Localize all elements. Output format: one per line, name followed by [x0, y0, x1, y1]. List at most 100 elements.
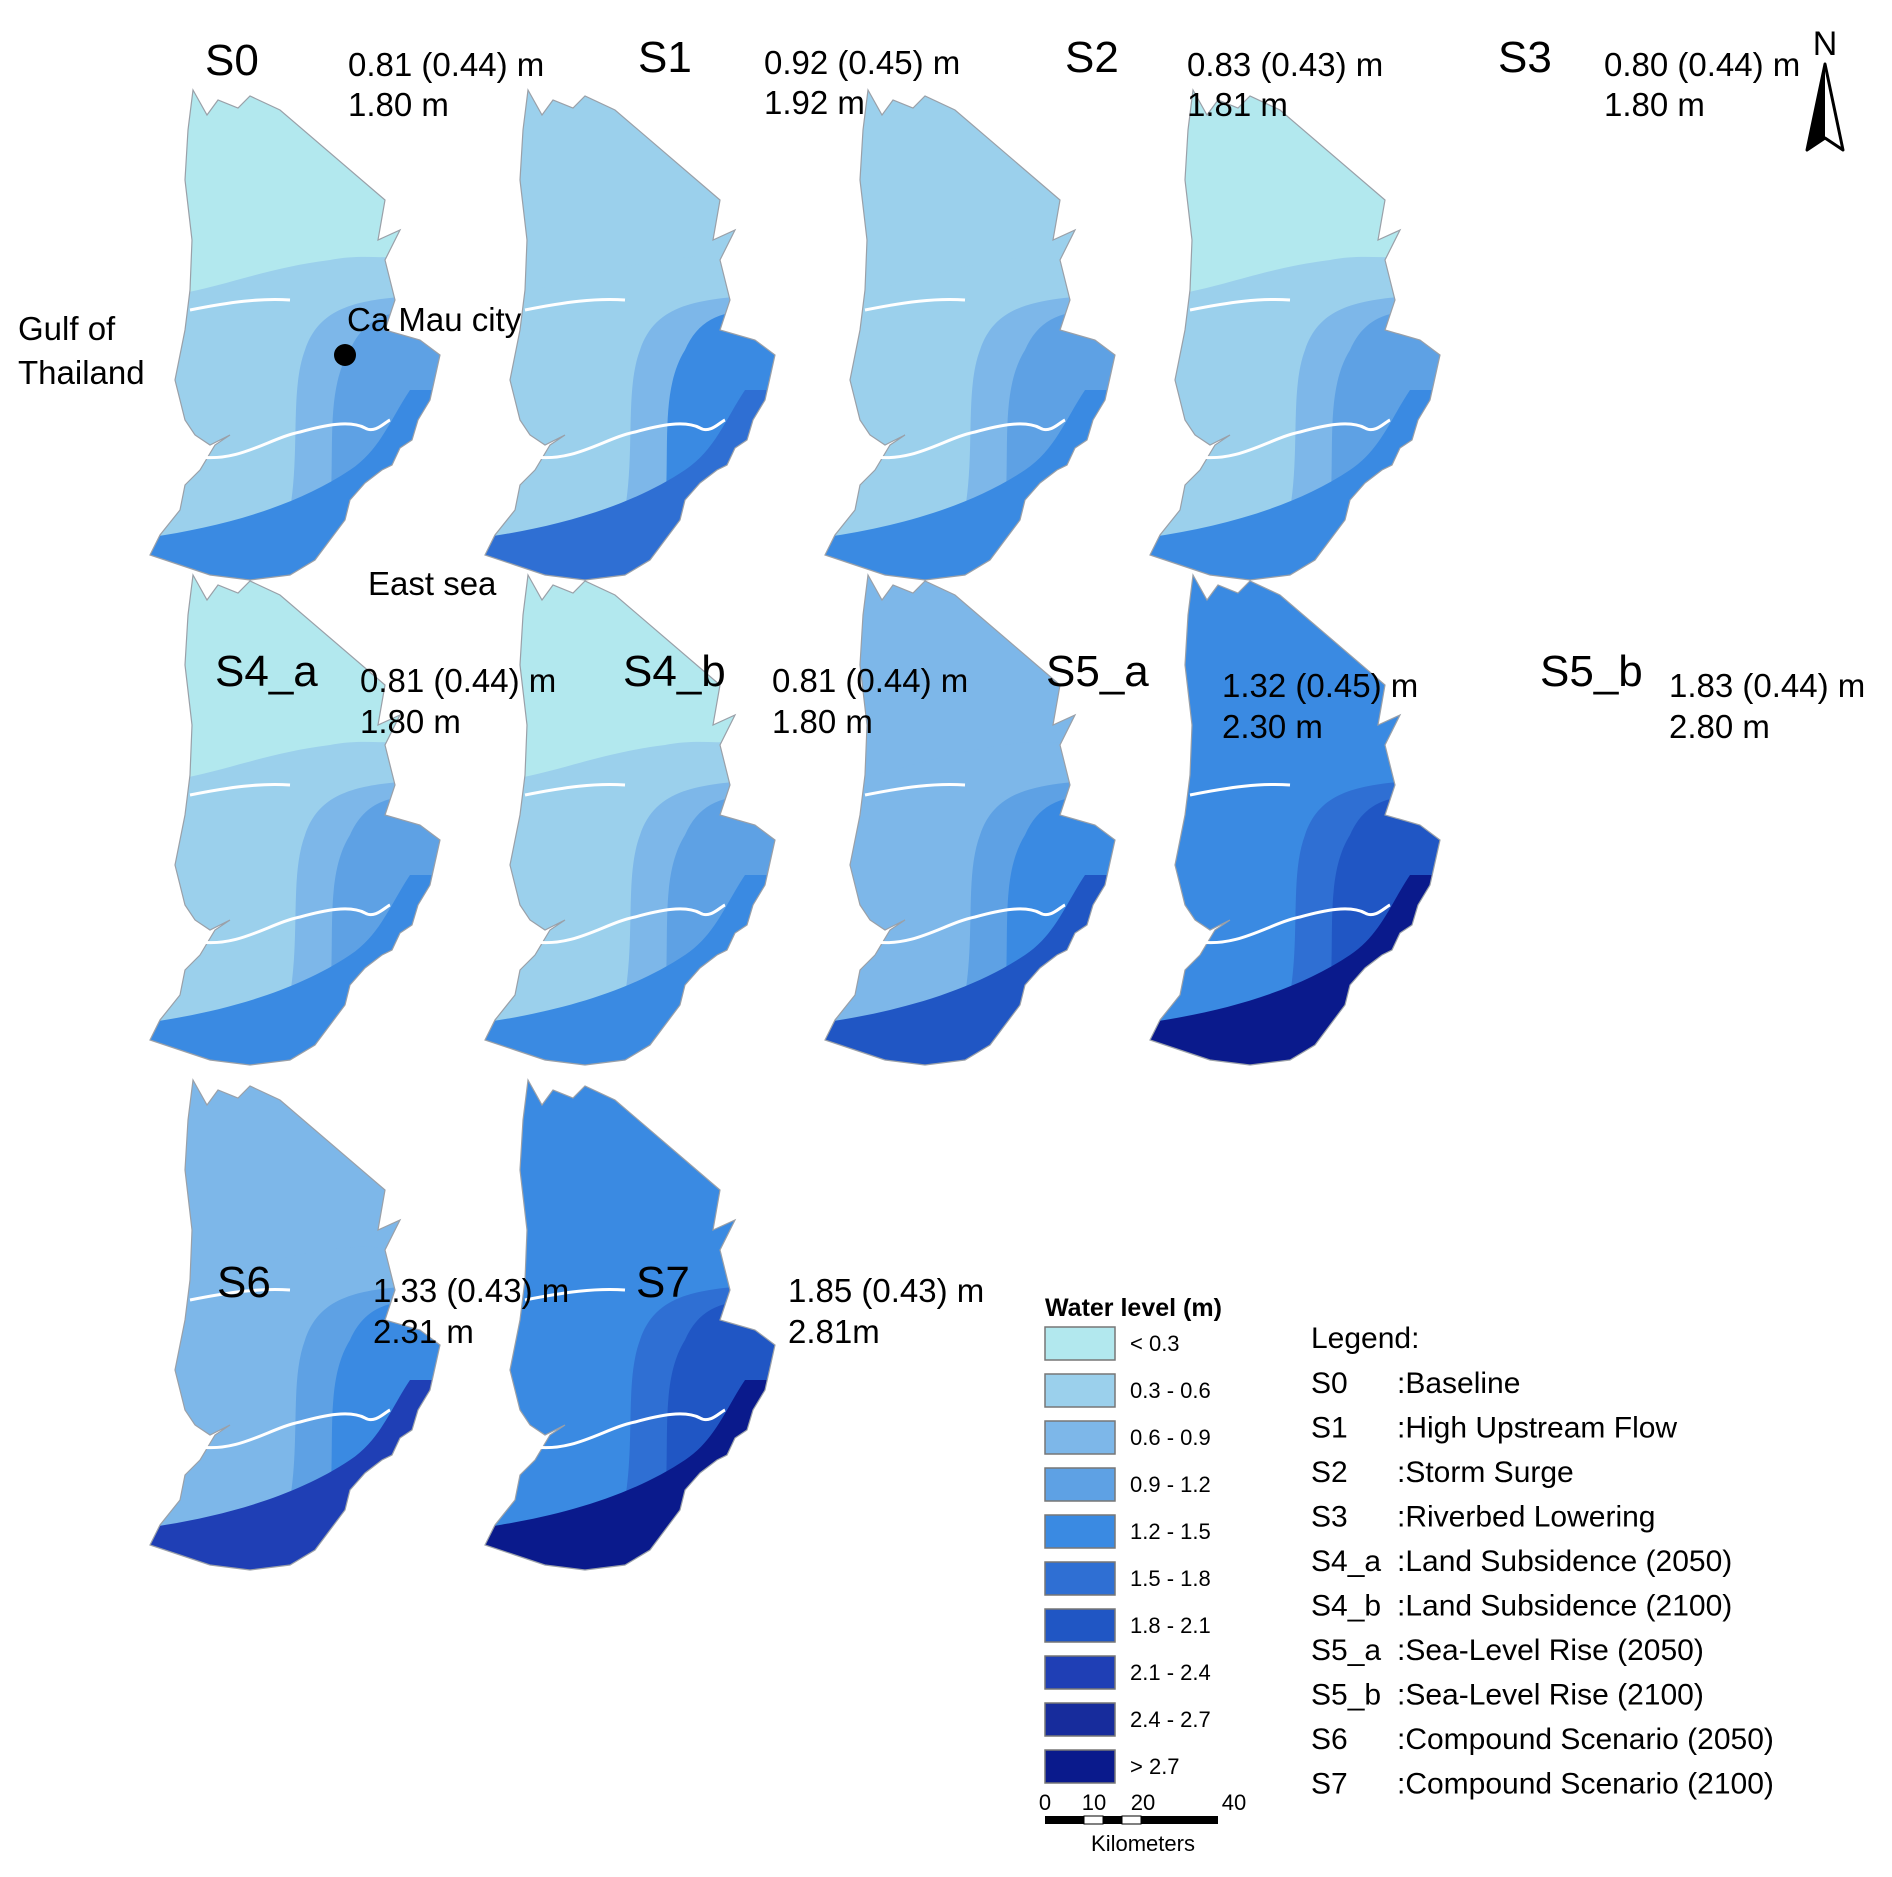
scale-tick: 40	[1222, 1790, 1246, 1815]
map-outline	[484, 88, 776, 581]
legend-title: Water level (m)	[1045, 1294, 1222, 1322]
panel-code: S4_b	[623, 647, 726, 696]
map-outline	[1149, 88, 1441, 581]
panel-max: 1.80 m	[1604, 86, 1705, 123]
panel-code: S3	[1498, 33, 1552, 82]
city-marker	[334, 344, 356, 366]
legend-label: 1.2 - 1.5	[1130, 1519, 1211, 1544]
river	[1199, 418, 1391, 460]
river	[534, 1408, 726, 1450]
legend-swatch	[1044, 1514, 1116, 1549]
panel-mean: 1.32 (0.45) m	[1222, 667, 1418, 704]
panel-max: 2.81m	[788, 1313, 880, 1350]
river	[524, 782, 626, 797]
scenario-desc: :Riverbed Lowering	[1397, 1501, 1655, 1534]
legend-swatch	[1044, 1420, 1116, 1455]
scenario-code: S3	[1311, 1501, 1348, 1534]
panel-mean: 0.83 (0.43) m	[1187, 46, 1383, 83]
scale-tick: 0	[1039, 1790, 1051, 1815]
map-outline	[824, 88, 1116, 581]
map-outline	[484, 1078, 776, 1571]
panel-mean: 1.33 (0.43) m	[373, 1272, 569, 1309]
thailand-subregion	[1205, 140, 1250, 190]
panel-max: 1.80 m	[772, 703, 873, 740]
panel-code: S4_a	[215, 647, 318, 696]
legend-label: 2.1 - 2.4	[1130, 1660, 1211, 1685]
map-S5_b	[1149, 573, 1441, 1066]
scenario-code: S6	[1311, 1723, 1348, 1756]
scale-tick: 20	[1131, 1790, 1155, 1815]
panel-max: 2.80 m	[1669, 708, 1770, 745]
legend-label: 0.6 - 0.9	[1130, 1425, 1211, 1450]
legend-swatch	[1044, 1467, 1116, 1502]
legend-label: 1.5 - 1.8	[1130, 1566, 1211, 1591]
river	[1189, 782, 1291, 797]
panel-mean: 0.80 (0.44) m	[1604, 46, 1800, 83]
scale-bar: 0 10 20 40 Kilometers	[1039, 1790, 1246, 1856]
map-panel	[149, 88, 1441, 1571]
thailand-subregion	[205, 625, 250, 675]
panel-max: 1.92 m	[764, 84, 865, 121]
river	[199, 418, 391, 460]
thailand-subregion	[540, 625, 585, 675]
scenario-desc: :Compound Scenario (2050)	[1397, 1723, 1774, 1756]
panel-mean: 0.81 (0.44) m	[772, 662, 968, 699]
river	[524, 1287, 626, 1302]
gulf-label: Thailand	[18, 354, 145, 391]
river	[874, 903, 1066, 945]
scenario-code: S0	[1311, 1367, 1348, 1400]
panel-max: 2.30 m	[1222, 708, 1323, 745]
panel-code: S0	[205, 36, 259, 85]
legend-swatch	[1044, 1373, 1116, 1408]
scenario-code: S1	[1311, 1412, 1348, 1445]
river	[864, 297, 966, 312]
panel-max: 1.80 m	[348, 86, 449, 123]
map-S4_a	[149, 573, 441, 1066]
legend-swatch	[1044, 1561, 1116, 1596]
map-S5_a	[824, 573, 1116, 1066]
river	[189, 782, 291, 797]
legend-label: 2.4 - 2.7	[1130, 1707, 1211, 1732]
city-label: Ca Mau city	[347, 301, 522, 338]
river	[189, 297, 291, 312]
legend-label: > 2.7	[1130, 1754, 1180, 1779]
map-outline	[149, 1078, 441, 1571]
scenario-code: S4_b	[1311, 1590, 1381, 1623]
north-label: N	[1813, 25, 1838, 63]
scale-unit: Kilometers	[1091, 1831, 1195, 1856]
panel-max: 2.31 m	[373, 1313, 474, 1350]
legend-swatch	[1044, 1326, 1116, 1361]
map-S2	[824, 88, 1116, 581]
river	[524, 297, 626, 312]
map-outline	[1149, 573, 1441, 1066]
panel-mean: 0.81 (0.44) m	[360, 662, 556, 699]
map-S1	[484, 88, 776, 581]
north-arrow: N	[1805, 25, 1845, 152]
scenario-code: S2	[1311, 1456, 1348, 1489]
water-level-legend: Water level (m) < 0.3 0.3 - 0.6 0.6 - 0.9 0…	[1044, 1294, 1222, 1784]
river	[189, 1287, 291, 1302]
panel-code: S5_b	[1540, 647, 1643, 696]
panel-mean: 1.85 (0.43) m	[788, 1272, 984, 1309]
panel-mean: 0.81 (0.44) m	[348, 46, 544, 83]
scenario-code: S7	[1311, 1768, 1348, 1801]
scenario-desc: :Land Subsidence (2050)	[1397, 1545, 1732, 1578]
panel-code: S2	[1065, 33, 1119, 82]
map-S3	[1149, 88, 1441, 581]
river	[1189, 297, 1291, 312]
panel-mean: 1.83 (0.44) m	[1669, 667, 1865, 704]
legend-swatch	[1044, 1702, 1116, 1737]
panel-labels: S0 0.81 (0.44) m 1.80 m S1 0.92 (0.45) m…	[205, 33, 1865, 1350]
scale-tick: 10	[1082, 1790, 1106, 1815]
panel-code: S7	[636, 1258, 690, 1307]
scenario-desc: :Baseline	[1397, 1367, 1520, 1400]
river	[199, 903, 391, 945]
river	[534, 903, 726, 945]
scenario-code: S5_a	[1311, 1634, 1381, 1667]
map-outline	[484, 573, 776, 1066]
legend-label: < 0.3	[1130, 1331, 1180, 1356]
legend-label: 0.9 - 1.2	[1130, 1472, 1211, 1497]
river	[199, 1408, 391, 1450]
panel-code: S6	[217, 1258, 271, 1307]
